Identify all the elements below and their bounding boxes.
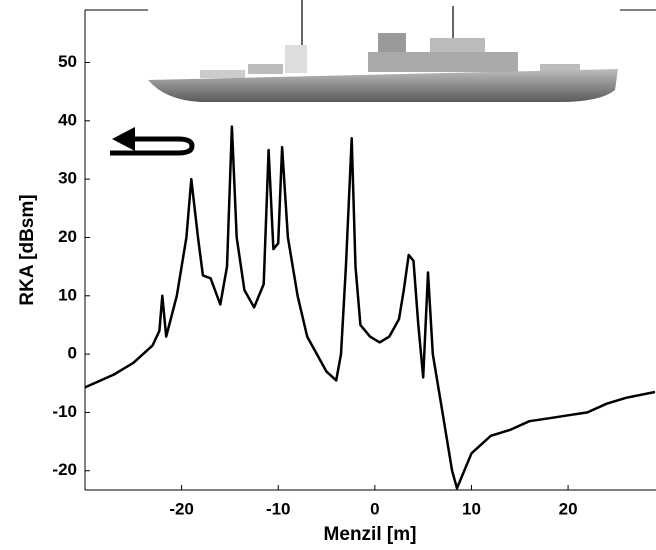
y-tick-label: 0 <box>68 344 77 363</box>
y-tick-label: 50 <box>58 52 77 71</box>
y-tick-label: 30 <box>58 169 77 188</box>
data-line <box>84 125 656 490</box>
x-tick-label: 0 <box>370 499 379 518</box>
y-tick-label: -10 <box>52 402 77 421</box>
y-axis-label: RKA [dBsm] <box>17 194 38 305</box>
y-tick-label: 10 <box>58 285 77 304</box>
x-tick-label: 10 <box>462 499 481 518</box>
x-tick-label: 20 <box>559 499 578 518</box>
x-tick-label: -20 <box>169 499 194 518</box>
x-axis-label: Menzil [m] <box>324 524 417 545</box>
direction-arrow <box>110 127 195 156</box>
x-tick-label: -10 <box>266 499 291 518</box>
ship-illustration <box>148 0 618 102</box>
frame <box>84 9 656 491</box>
y-tick-label: 40 <box>58 110 77 129</box>
y-tick-label: 20 <box>58 227 77 246</box>
y-tick-label: -20 <box>52 460 77 479</box>
